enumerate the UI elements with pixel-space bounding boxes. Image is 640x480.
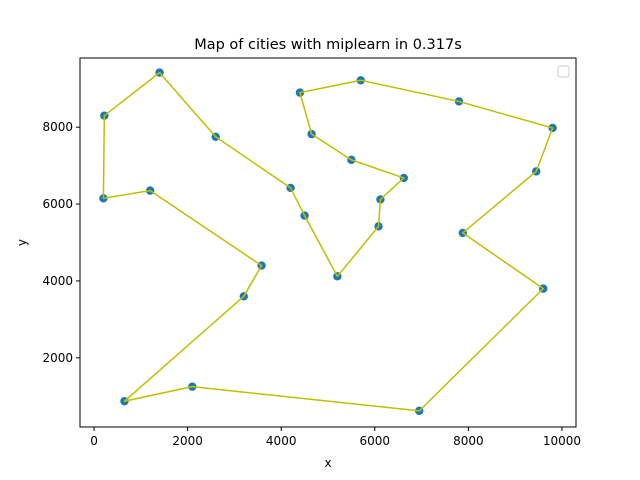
x-tick-label: 4000 bbox=[266, 434, 297, 448]
route-segment bbox=[158, 71, 217, 138]
route-segment bbox=[123, 295, 245, 402]
route-segment bbox=[535, 127, 554, 173]
route-segment bbox=[310, 133, 353, 161]
x-tick-label: 10000 bbox=[543, 434, 581, 448]
route-segment bbox=[360, 79, 460, 103]
route-segment bbox=[350, 159, 405, 179]
route-segment bbox=[336, 225, 380, 278]
x-tick-label: 0 bbox=[90, 434, 98, 448]
y-axis-label: y bbox=[15, 239, 29, 246]
x-tick-label: 2000 bbox=[172, 434, 203, 448]
route-segment bbox=[458, 100, 554, 129]
route-layer bbox=[102, 71, 554, 412]
y-axis: 2000 4000 6000 8000 bbox=[42, 120, 80, 365]
route-segment bbox=[103, 71, 161, 117]
route-segment bbox=[418, 287, 544, 412]
route-segment bbox=[299, 79, 362, 94]
route-segment bbox=[379, 177, 405, 201]
route-segment bbox=[377, 198, 382, 228]
route-segment bbox=[214, 136, 292, 189]
plot-area bbox=[80, 58, 576, 427]
route-segment bbox=[462, 170, 537, 234]
route-segment bbox=[289, 187, 306, 217]
plot-frame bbox=[79, 57, 577, 428]
route-segment bbox=[149, 189, 263, 267]
route-segment bbox=[123, 385, 194, 402]
legend bbox=[557, 65, 570, 78]
route-segment bbox=[191, 385, 420, 412]
route-segment bbox=[303, 214, 339, 278]
route-segment bbox=[102, 114, 106, 200]
x-axis-label: x bbox=[324, 456, 331, 470]
y-tick-label: 8000 bbox=[42, 120, 73, 134]
x-tick-label: 8000 bbox=[453, 434, 484, 448]
y-tick-label: 6000 bbox=[42, 197, 73, 211]
y-tick-label: 4000 bbox=[42, 274, 73, 288]
x-axis: 0 2000 4000 6000 8000 10000 bbox=[90, 427, 581, 448]
route-segment bbox=[102, 189, 151, 200]
route-segment bbox=[462, 232, 544, 290]
chart-title: Map of cities with miplearn in 0.317s bbox=[194, 37, 462, 53]
y-tick-label: 2000 bbox=[42, 351, 73, 365]
route-segment bbox=[299, 91, 313, 135]
route-segment bbox=[243, 264, 263, 298]
x-tick-label: 6000 bbox=[360, 434, 391, 448]
